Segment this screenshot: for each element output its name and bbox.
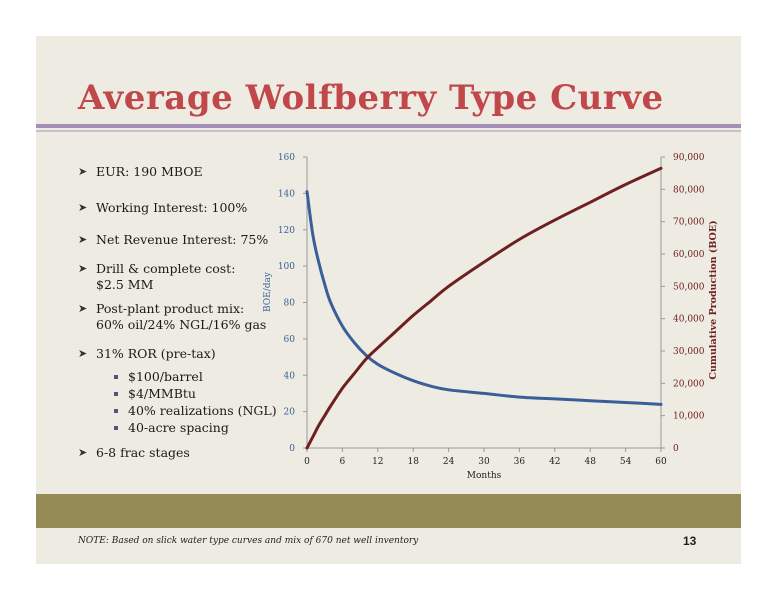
y2-tick-label: 70,000 xyxy=(673,218,705,228)
bullet-arrow-icon: ➤ xyxy=(78,165,88,178)
y2-tick-label: 0 xyxy=(673,444,679,454)
x-tick-label: 36 xyxy=(514,457,526,467)
slide-title: Average Wolfberry Type Curve xyxy=(78,78,664,118)
slide: Average Wolfberry Type Curve ➤ EUR: 190 … xyxy=(36,36,741,564)
bullet-text: 31% ROR (pre-tax) xyxy=(96,346,216,361)
y2-tick-label: 20,000 xyxy=(673,379,705,389)
x-tick-label: 6 xyxy=(340,457,346,467)
bullet-text: Post-plant product mix: xyxy=(96,301,245,316)
x-tick-label: 48 xyxy=(584,457,596,467)
square-bullet-icon xyxy=(114,375,118,379)
bullet-arrow-icon: ➤ xyxy=(78,262,88,275)
bullet-arrow-icon: ➤ xyxy=(78,446,88,459)
chart-axes: 0 6 12 18 24 30 36 42 48 54 60 0 20 40 60 80 100 120 140 16… xyxy=(278,153,705,467)
y-axis-label: BOE/day xyxy=(263,271,273,312)
x-tick-label: 12 xyxy=(372,457,383,467)
x-tick-label: 0 xyxy=(304,457,310,467)
y2-tick-label: 80,000 xyxy=(673,185,705,195)
footnote: NOTE: Based on slick water type curves a… xyxy=(78,536,419,546)
y2-axis-label: Cumulative Production (BOE) xyxy=(708,220,719,379)
y-tick-label: 100 xyxy=(278,262,295,272)
bullet-arrow-icon: ➤ xyxy=(78,233,88,246)
y-tick-label: 160 xyxy=(278,153,295,163)
y2-tick-label: 90,000 xyxy=(673,153,705,163)
bullet-text: Net Revenue Interest: 75% xyxy=(96,232,269,247)
footer-band xyxy=(36,494,741,528)
x-tick-label: 60 xyxy=(655,457,667,467)
boe-per-day-line xyxy=(305,190,663,406)
bullet-text: Working Interest: 100% xyxy=(96,200,248,215)
y2-tick-label: 60,000 xyxy=(673,250,705,260)
square-bullet-icon xyxy=(114,392,118,396)
cumulative-production-line xyxy=(305,166,663,450)
sub-bullet-text: $100/barrel xyxy=(128,369,203,384)
bullet-text: EUR: 190 MBOE xyxy=(96,164,203,179)
bullet-arrow-icon: ➤ xyxy=(78,302,88,315)
y2-tick-label: 10,000 xyxy=(673,412,705,422)
bullet-arrow-icon: ➤ xyxy=(78,201,88,214)
sub-bullet-text: 40-acre spacing xyxy=(128,420,229,435)
y2-tick-label: 30,000 xyxy=(673,347,705,357)
square-bullet-icon xyxy=(114,426,118,430)
bullet-text-cont: 60% oil/24% NGL/16% gas xyxy=(96,317,267,332)
y-tick-label: 40 xyxy=(284,371,296,381)
y-tick-label: 140 xyxy=(278,189,295,199)
x-tick-label: 30 xyxy=(478,457,490,467)
chart-labels: Months BOE/day Cumulative Production (BO… xyxy=(263,220,719,481)
y-tick-label: 0 xyxy=(289,444,295,454)
title-divider-thick xyxy=(36,124,741,128)
x-tick-label: 18 xyxy=(407,457,419,467)
chart-series-group xyxy=(305,166,663,450)
bullet-text: Drill & complete cost: xyxy=(96,261,236,276)
y2-tick-label: 40,000 xyxy=(673,315,705,325)
sub-bullet-text: $4/MMBtu xyxy=(128,386,196,401)
bullet-arrow-icon: ➤ xyxy=(78,347,88,360)
y-tick-label: 80 xyxy=(284,299,296,309)
bullet-text: 6-8 frac stages xyxy=(96,445,190,460)
x-tick-label: 42 xyxy=(549,457,560,467)
y-tick-label: 120 xyxy=(278,226,295,236)
y-tick-label: 60 xyxy=(284,335,296,345)
bullet-text-cont: $2.5 MM xyxy=(96,277,154,292)
x-tick-label: 24 xyxy=(443,457,455,467)
title-divider-thin xyxy=(36,130,741,132)
square-bullet-icon xyxy=(114,409,118,413)
x-axis-label: Months xyxy=(467,471,502,481)
x-tick-label: 54 xyxy=(620,457,632,467)
y2-tick-label: 50,000 xyxy=(673,282,705,292)
page-number: 13 xyxy=(683,534,697,548)
y-tick-label: 20 xyxy=(284,408,296,418)
sub-bullet-text: 40% realizations (NGL) xyxy=(128,403,277,418)
